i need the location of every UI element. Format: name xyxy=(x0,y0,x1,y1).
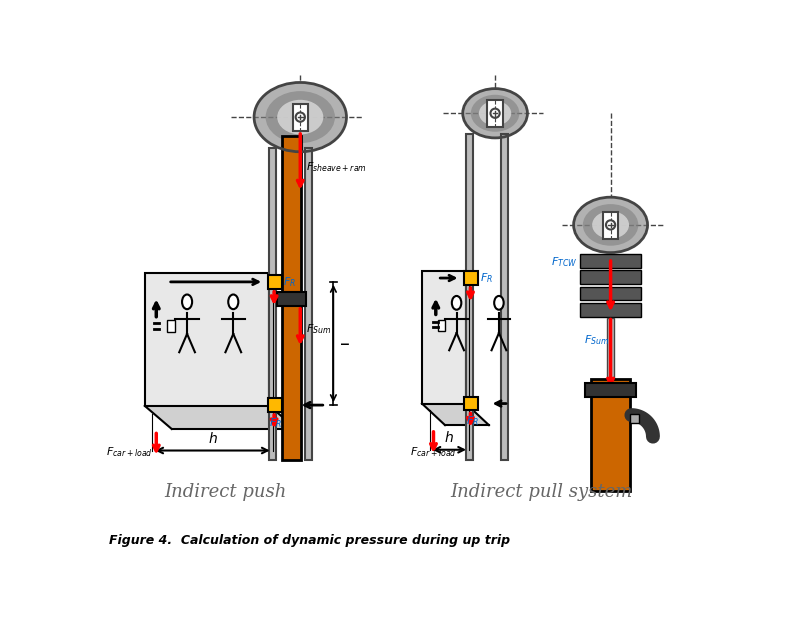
Text: $F_R$: $F_R$ xyxy=(480,271,493,285)
Bar xyxy=(464,271,477,285)
Circle shape xyxy=(295,113,305,121)
Ellipse shape xyxy=(478,101,511,126)
Bar xyxy=(277,292,306,306)
Text: $F_{Sum}$: $F_{Sum}$ xyxy=(306,322,331,336)
Bar xyxy=(268,398,282,412)
Bar xyxy=(579,254,641,268)
Bar xyxy=(144,273,269,406)
Ellipse shape xyxy=(253,82,346,152)
Text: $F_{sheave+ram}$: $F_{sheave+ram}$ xyxy=(306,160,367,174)
Ellipse shape xyxy=(493,296,503,310)
Ellipse shape xyxy=(573,197,646,253)
Bar xyxy=(500,134,508,460)
Text: $F_{TCW}$: $F_{TCW}$ xyxy=(550,255,577,269)
Text: Figure 4.  Calculation of dynamic pressure during up trip: Figure 4. Calculation of dynamic pressur… xyxy=(108,535,509,548)
Ellipse shape xyxy=(591,211,628,239)
Bar xyxy=(585,383,635,397)
Bar xyxy=(602,212,618,239)
Text: $F_{Sum}$: $F_{Sum}$ xyxy=(583,333,608,346)
Circle shape xyxy=(606,221,614,229)
Bar xyxy=(590,379,629,490)
Bar xyxy=(305,148,311,460)
Ellipse shape xyxy=(591,211,628,239)
Bar xyxy=(579,270,641,284)
Ellipse shape xyxy=(582,204,638,245)
Ellipse shape xyxy=(452,296,461,310)
Bar xyxy=(438,320,445,331)
Ellipse shape xyxy=(470,95,519,131)
Circle shape xyxy=(490,108,499,118)
Bar xyxy=(464,397,477,411)
Bar xyxy=(579,287,641,300)
Ellipse shape xyxy=(277,100,323,135)
Text: $F_R$: $F_R$ xyxy=(465,414,478,428)
Ellipse shape xyxy=(277,100,323,135)
Bar xyxy=(282,136,301,460)
Ellipse shape xyxy=(478,101,511,126)
Ellipse shape xyxy=(265,91,334,143)
Ellipse shape xyxy=(228,295,238,309)
Bar xyxy=(421,271,465,404)
Text: $F_{car + load}$: $F_{car + load}$ xyxy=(410,445,456,459)
Bar xyxy=(465,134,472,460)
Bar xyxy=(629,414,638,423)
Ellipse shape xyxy=(182,295,192,309)
Bar xyxy=(269,148,276,460)
Text: $F_{car + load}$: $F_{car + load}$ xyxy=(106,445,153,459)
Text: h: h xyxy=(444,431,452,445)
Polygon shape xyxy=(144,406,296,429)
Bar xyxy=(268,275,282,289)
Bar xyxy=(168,320,175,332)
Bar xyxy=(579,303,641,316)
Text: –: – xyxy=(339,335,349,354)
Text: $F_R$: $F_R$ xyxy=(269,416,282,430)
Text: h: h xyxy=(208,432,217,446)
Text: $F_R$: $F_R$ xyxy=(283,275,296,289)
Ellipse shape xyxy=(462,88,527,138)
Text: Indirect pull system: Indirect pull system xyxy=(450,483,632,501)
Polygon shape xyxy=(421,404,488,425)
Bar xyxy=(606,318,614,383)
Text: Indirect push: Indirect push xyxy=(164,483,286,501)
Bar xyxy=(487,100,502,127)
Bar xyxy=(292,104,308,131)
